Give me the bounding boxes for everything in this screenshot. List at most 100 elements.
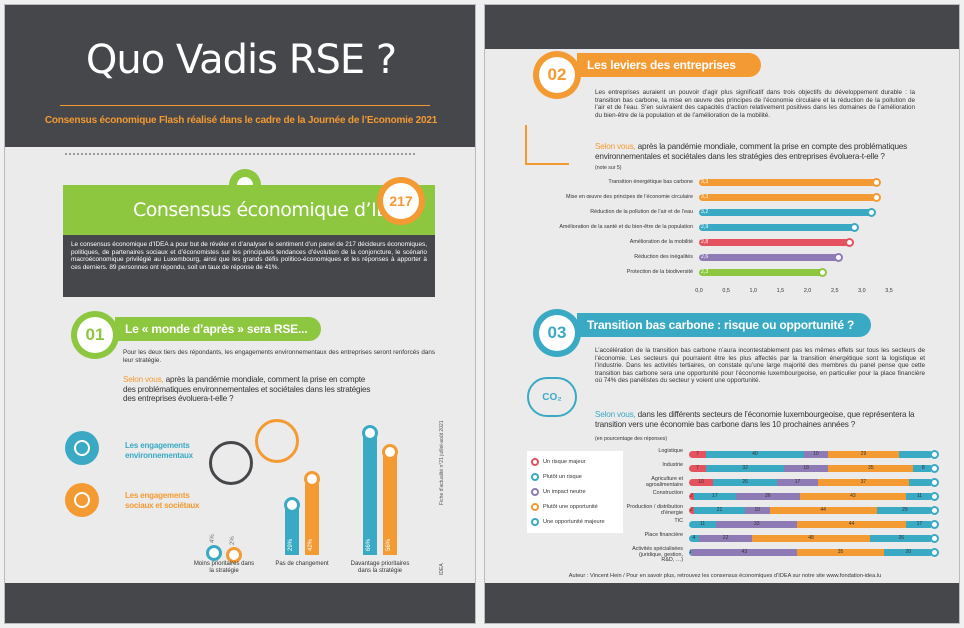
section-01-number: 01 (77, 317, 113, 353)
bar-segment: 7 (689, 451, 707, 458)
bar-segment: 43 (691, 549, 798, 556)
bar-segment: 11 (905, 493, 933, 500)
lever-bar: 3,3 (699, 193, 882, 202)
legend-item: Un impact neutre (531, 484, 619, 499)
section-01-banner: Le « monde d’après » sera RSE... (115, 317, 321, 341)
x-tick-label: 3,5 (885, 288, 893, 294)
soc-legend-icon (65, 483, 99, 517)
sector-bar: 10 26 17 37 (689, 479, 933, 486)
lever-bar: 2,8 (699, 238, 854, 247)
bar-segment: 29 (876, 507, 933, 514)
vertical-bar (284, 496, 300, 555)
bar-cap (930, 478, 939, 487)
bar-value-label: 42% (308, 538, 314, 551)
dotted-divider (65, 153, 415, 155)
globe-icon (209, 441, 253, 485)
section-01-title: Le « monde d’après » sera RSE... (125, 322, 308, 336)
sector-category-label: Place financière (644, 532, 683, 538)
sector-category-label: Production / distribution d’énergie (626, 504, 683, 516)
co2-cloud-icon: CO₂ (527, 377, 577, 417)
bar-segment: 26 (869, 535, 933, 542)
section-03-badge: 03 (533, 309, 581, 357)
bar-cap (845, 238, 854, 247)
sector-bar: 7 32 18 35 8 (689, 465, 933, 472)
question-text: après la pandémie mondiale, comment la p… (595, 142, 908, 161)
bar-cap (930, 492, 939, 501)
question-lead: Selon vous, (123, 375, 164, 384)
bar-segment: 4 (689, 535, 699, 542)
bar-segment: 43 (799, 493, 906, 500)
bar-cap (284, 496, 300, 513)
side-note: Fiche d’actualité n°21 juillet-août 2021 (439, 420, 445, 505)
legend-item: Plutôt une opportunité (531, 499, 619, 514)
consensus-text: Le consensus économique d’IDEA a pour bu… (71, 241, 427, 271)
sector-category-label: Construction (652, 490, 683, 496)
consensus-title: Consensus économique d’IDEA (133, 199, 415, 221)
bar-segment: 8 (913, 465, 933, 472)
section-02-title: Les leviers des entreprises (587, 58, 736, 72)
lever-bar: 3,2 (699, 208, 876, 217)
vertical-bar (226, 547, 242, 563)
lever-category-label: Protection de la biodiversité (626, 269, 693, 275)
x-tick-label: 3,0 (858, 288, 866, 294)
sector-category-label: Activités spécialisées (juridique, gesti… (632, 546, 683, 564)
lever-value-label: 3,3 (701, 179, 709, 185)
section-02-banner: Les leviers des entreprises (577, 53, 761, 77)
section-03-banner: Transition bas carbone : risque ou oppor… (577, 313, 871, 337)
bar-cap (304, 471, 320, 488)
bar-cap (850, 223, 860, 232)
right-footer-band (485, 583, 959, 623)
lever-bar: 2,6 (699, 253, 844, 262)
lever-bar: 2,3 (699, 268, 827, 277)
left-chart: 4% 2% Moins prioritaires dans la stratégie… (185, 405, 425, 581)
lever-category-label: Amélioration de la santé et du bien-être… (559, 224, 693, 230)
lever-value-label: 3,3 (701, 194, 709, 200)
bar-segment: 33 (716, 521, 798, 528)
legend-label: Plutôt un risque (543, 473, 582, 480)
section-03-unit: (en pourcentage des réponses) (595, 436, 668, 442)
question-text: dans les différents secteurs de l’économ… (595, 410, 915, 429)
bar-segment: 35 (828, 465, 914, 472)
bar-cap (834, 253, 844, 262)
env-legend-icon (65, 431, 99, 465)
bar-cap (872, 178, 882, 187)
section-03-question: Selon vous, dans les différents secteurs… (595, 410, 925, 429)
section-01-badge: 01 (71, 311, 119, 359)
lever-value-label: 2,8 (701, 239, 709, 245)
bar-value-label: 29% (288, 538, 294, 551)
section-03-number: 03 (539, 315, 575, 351)
lever-bar: 2,9 (699, 223, 860, 232)
bar-value-label: 2% (230, 536, 236, 545)
section-03-title: Transition bas carbone : risque ou oppor… (587, 318, 855, 332)
sector-category-label: Agriculture et agroalimentaire (645, 476, 683, 488)
bar-segment: 10 (689, 479, 714, 486)
consensus-textbox: Le consensus économique d’IDEA a pour bu… (63, 235, 435, 297)
bar-segment: 17 (693, 493, 736, 500)
bar-value-label: 66% (366, 538, 372, 551)
section-02-badge: 02 (533, 51, 581, 99)
bar-segment: 44 (769, 507, 877, 514)
question-lead: Selon vous, (595, 410, 636, 419)
section-02-text: Les entreprises auraient un pouvoir d’ag… (595, 89, 915, 119)
x-tick-label: 1,0 (749, 288, 758, 294)
sector-bar: 4 22 48 26 (689, 535, 933, 542)
bar-segment: 20 (883, 549, 933, 556)
page-title: Quo Vadis RSE ? (85, 37, 397, 83)
right-header (485, 5, 959, 49)
sector-bar: 1 43 35 20 (689, 549, 933, 556)
category-label: Pas de changement (275, 561, 329, 567)
bar-cap (382, 444, 398, 461)
right-page: 02 Les leviers des entreprises Les entre… (484, 4, 960, 624)
vertical-bar (382, 444, 398, 555)
badge-217: 217 (377, 177, 425, 225)
bar-segment: 17 (905, 521, 933, 528)
bar-cap (930, 548, 939, 557)
bar-cap (930, 450, 939, 459)
x-tick-label: 0,0 (695, 288, 703, 294)
section-01-text: Pour les deux tiers des répondants, les … (123, 349, 435, 364)
legend-label: Un impact neutre (543, 488, 586, 495)
bar-segment: 18 (784, 465, 829, 472)
bar-segment: 1 (689, 549, 692, 556)
bar-cap (930, 464, 939, 473)
sector-bar: 11 33 44 17 (689, 521, 933, 528)
